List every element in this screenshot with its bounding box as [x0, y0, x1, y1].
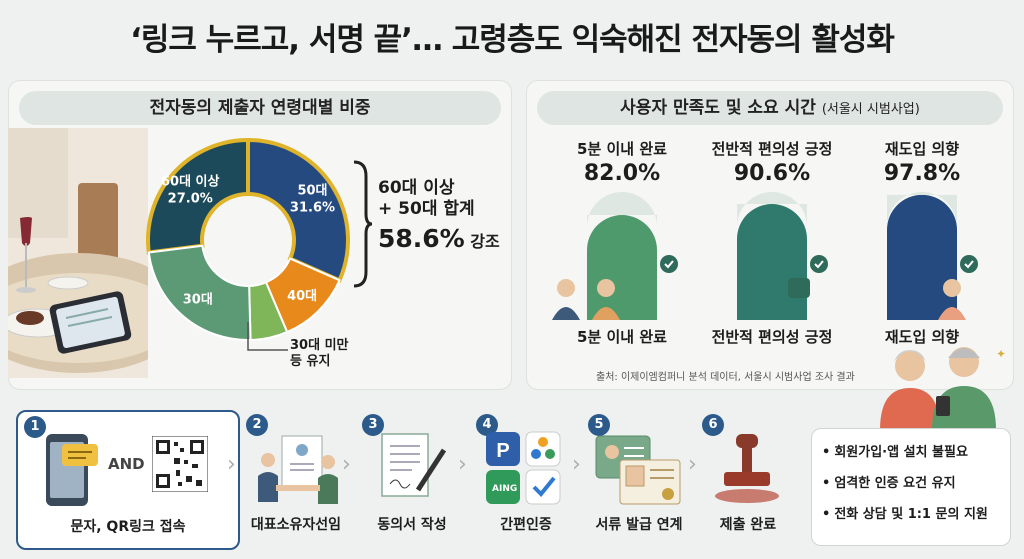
dining-scene-illustration: [8, 128, 148, 378]
step-label: 서류 발급 연계: [595, 517, 683, 533]
highlight-brace: [353, 160, 373, 288]
check-mark: [814, 260, 824, 269]
brace-label-line2: + 50대 합계: [378, 199, 475, 220]
id-documents-icon: [595, 435, 681, 505]
metric-convenience: 전반적 편의성 긍정 90.6%: [697, 138, 847, 186]
auth-apps-icon: P: [486, 431, 561, 505]
metric-value: 82.0%: [583, 161, 661, 186]
under30-leader-line: [247, 322, 288, 351]
satisfaction-heading-note: (서울시 시범사업): [821, 102, 920, 117]
step-card-auth: 4 P AING 간편인증: [472, 410, 580, 550]
chevron-right-icon: ›: [688, 452, 697, 477]
benefit-item: 전화 상담 및 1:1 문의 지원: [822, 503, 1000, 522]
person-icon: [597, 279, 615, 297]
step-number: 4: [476, 414, 498, 436]
document-pen-icon: [381, 433, 447, 497]
qr-code-icon: [152, 436, 208, 492]
metric-label: 전반적 편의성 긍정: [711, 140, 833, 158]
bar-foot-label: 전반적 편의성 긍정: [711, 328, 833, 346]
bar-remainder: [887, 192, 957, 227]
slice-value: 27.0%: [168, 192, 213, 207]
brace-label-line1: 60대 이상: [378, 178, 455, 198]
step-card-complete: 6 제출 완료: [698, 410, 798, 550]
benefit-item: 엄격한 인증 요건 유지: [822, 472, 1000, 491]
bar-remainder: [737, 192, 807, 227]
metric-value: 97.8%: [883, 161, 961, 186]
person-body: [592, 307, 620, 320]
svg-text:P: P: [496, 440, 509, 462]
bar-remainder: [587, 192, 657, 227]
check-icon: [960, 255, 978, 273]
brace-label: 60대 이상 + 50대 합계 58.6% 강조: [378, 178, 500, 254]
page-title: ‘링크 누르고, 서명 끝’… 고령층도 익숙해진 전자동의 활성화: [130, 22, 895, 58]
under30-note-line2: 등 유지: [290, 354, 331, 370]
person-body: [938, 307, 966, 320]
age-donut-chart: 60대 이상 27.0% 50대 31.6% 40대 30대: [146, 137, 350, 341]
step-number: 3: [362, 414, 384, 436]
step-card-consent: 3 동의서 작성: [358, 410, 466, 550]
bar-foot-label: 5분 이내 완료: [577, 328, 667, 346]
step-number: 6: [702, 414, 724, 436]
check-mark: [664, 260, 674, 269]
stamp-icon: [715, 434, 779, 503]
brace-emphasis-suffix: 강조: [464, 231, 500, 251]
benefit-item: 회원가입·앱 설치 불필요: [822, 441, 1000, 460]
metric-label: 5분 이내 완료: [577, 140, 667, 158]
metric-reuse: 재도입 의향 97.8%: [847, 138, 997, 186]
check-mark: [964, 260, 974, 269]
metric-5min: 5분 이내 완료 82.0%: [547, 138, 697, 186]
slice-label: 60대 이상: [161, 174, 220, 190]
chevron-right-icon: ›: [227, 452, 236, 477]
slice-label: 50대: [297, 183, 327, 198]
under30-note-line1: 30대 미만: [290, 338, 349, 353]
chevron-right-icon: ›: [342, 452, 351, 477]
benefits-list: 회원가입·앱 설치 불필요 엄격한 인증 요건 유지 전화 상담 및 1:1 문…: [811, 428, 1011, 546]
satisfaction-bar: [887, 194, 957, 320]
step-label: 간편인증: [500, 517, 552, 533]
step-label: 문자, QR링크 접속: [70, 519, 186, 535]
donut-slice: [246, 137, 350, 283]
satisfaction-heading: 사용자 만족도 및 소요 시간 (서울시 시범사업): [537, 91, 1003, 125]
step-number: 1: [24, 416, 46, 438]
step-card-link: 1 AND 문자, QR링크 접속: [16, 410, 240, 550]
satisfaction-bar-chart: [552, 192, 978, 320]
step-card-representative: 2 대표소유자선임: [242, 410, 350, 550]
source-note: 출처: 이제이엠컴퍼니 분석 데이터, 서울시 시범사업 조사 결과: [596, 372, 855, 383]
elderly-couple-illustration: ✦: [880, 347, 1006, 430]
slice-value: 31.6%: [290, 200, 335, 215]
and-text: AND: [108, 455, 145, 473]
person-icon: [943, 279, 961, 297]
brace-total-value: 58.6%: [378, 223, 465, 253]
thumbs-up-icon: [788, 278, 810, 298]
person-body: [552, 307, 580, 320]
step-number: 2: [246, 414, 268, 436]
step-label: 제출 완료: [719, 517, 777, 533]
svg-text:✦: ✦: [996, 347, 1006, 361]
step-label: 대표소유자선임: [250, 517, 342, 533]
slice-label: 30대: [183, 292, 213, 307]
check-icon: [660, 255, 678, 273]
age-share-heading: 전자동의 제출자 연령대별 비중: [19, 91, 501, 125]
chevron-right-icon: ›: [458, 452, 467, 477]
phone-message-icon: [46, 434, 98, 506]
check-icon: [810, 255, 828, 273]
handshake-icon: [258, 435, 338, 504]
auth-app-text: AING: [492, 484, 518, 494]
donut-slice: [146, 137, 250, 255]
step-number: 5: [588, 414, 610, 436]
metric-label: 재도입 의향: [884, 140, 960, 158]
chevron-right-icon: ›: [572, 452, 581, 477]
bar-foot-label: 재도입 의향: [884, 328, 960, 346]
slice-label: 40대: [287, 289, 317, 304]
donut-slice: [147, 244, 252, 341]
satisfaction-bar: [587, 215, 657, 320]
satisfaction-heading-title: 사용자 만족도 및 소요 시간: [620, 98, 816, 118]
step-card-documents: 5 서류 발급 연계: [584, 410, 694, 550]
metric-value: 90.6%: [733, 161, 811, 186]
person-icon: [557, 279, 575, 297]
satisfaction-bar: [737, 204, 807, 320]
step-label: 동의서 작성: [377, 517, 447, 533]
under30-note: 30대 미만 등 유지: [290, 338, 349, 371]
